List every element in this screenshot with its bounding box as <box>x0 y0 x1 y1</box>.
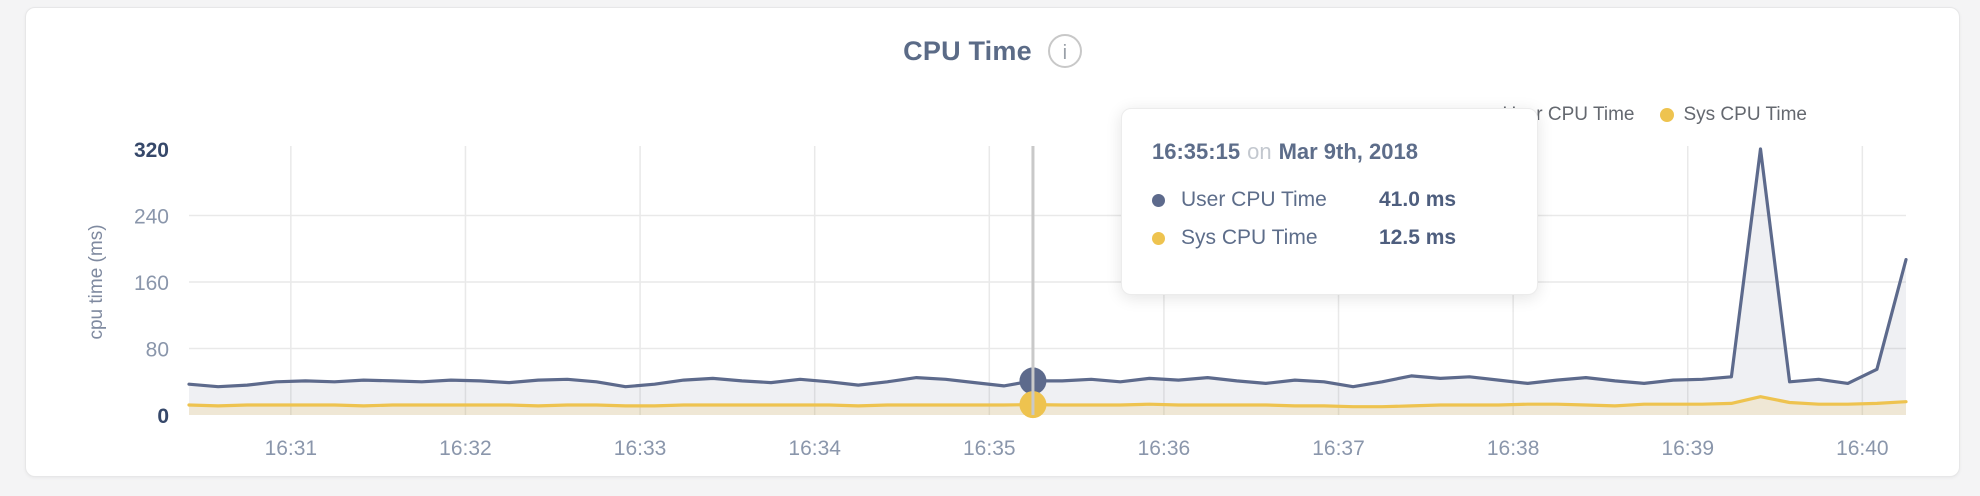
sys-series-legend-dot-icon <box>1660 108 1675 122</box>
x-tick-label: 16:39 <box>1661 437 1714 460</box>
y-tick-label: 160 <box>134 272 169 295</box>
x-tick-label: 16:31 <box>265 437 318 460</box>
y-tick-label: 0 <box>157 405 169 428</box>
tooltip-time: 16:35:15 <box>1152 139 1241 164</box>
tooltip-sys-dot-icon <box>1152 231 1165 245</box>
y-tick-label: 320 <box>134 139 169 162</box>
chart-title: CPU Time <box>903 35 1032 66</box>
legend-label-sys: Sys CPU Time <box>1683 104 1807 125</box>
tooltip-sys-label: Sys CPU Time <box>1181 226 1318 249</box>
x-tick-label: 16:34 <box>788 437 841 460</box>
legend-item-sys[interactable]: Sys CPU Time <box>1660 104 1807 126</box>
tooltip-user-value: 41.0 ms <box>1379 188 1457 211</box>
tooltip-user-dot-icon <box>1152 193 1165 207</box>
cpu-time-panel: CPU Time i User CPU Time Sys CPU Time 16… <box>25 7 1960 477</box>
x-tick-label: 16:33 <box>614 437 667 460</box>
x-tick-label: 16:37 <box>1312 437 1365 460</box>
x-tick-label: 16:32 <box>439 437 492 460</box>
tooltip-sys-value: 12.5 ms <box>1379 226 1457 249</box>
tooltip-row-sys: Sys CPU Time 12.5 ms <box>1152 219 1509 257</box>
tooltip-header: 16:35:15 on Mar 9th, 2018 <box>1152 139 1509 165</box>
y-axis-title: cpu time (ms) <box>86 224 107 339</box>
x-tick-label: 16:35 <box>963 437 1016 460</box>
tooltip-date: Mar 9th, 2018 <box>1278 139 1418 164</box>
x-tick-label: 16:36 <box>1138 437 1191 460</box>
tooltip-connector: on <box>1247 139 1272 164</box>
sys-cpu-line <box>187 395 1908 409</box>
info-icon[interactable]: i <box>1047 34 1082 68</box>
x-tick-label: 16:38 <box>1487 437 1540 460</box>
user-cpu-line <box>187 147 1908 389</box>
user-cpu-area <box>189 149 1906 415</box>
x-tick-label: 16:40 <box>1836 437 1889 460</box>
tooltip-user-label: User CPU Time <box>1181 188 1327 211</box>
chart-tooltip: 16:35:15 on Mar 9th, 2018 User CPU Time 41… <box>1121 108 1538 295</box>
y-tick-label: 240 <box>134 206 169 229</box>
chart-header: CPU Time i <box>26 34 1959 68</box>
cpu-time-chart[interactable]: 16:31 16:32 16:33 16:34 16:35 16:36 16:37 16:38… <box>26 8 1980 496</box>
tooltip-row-user: User CPU Time 41.0 ms <box>1152 181 1509 219</box>
y-tick-label: 80 <box>146 339 169 362</box>
